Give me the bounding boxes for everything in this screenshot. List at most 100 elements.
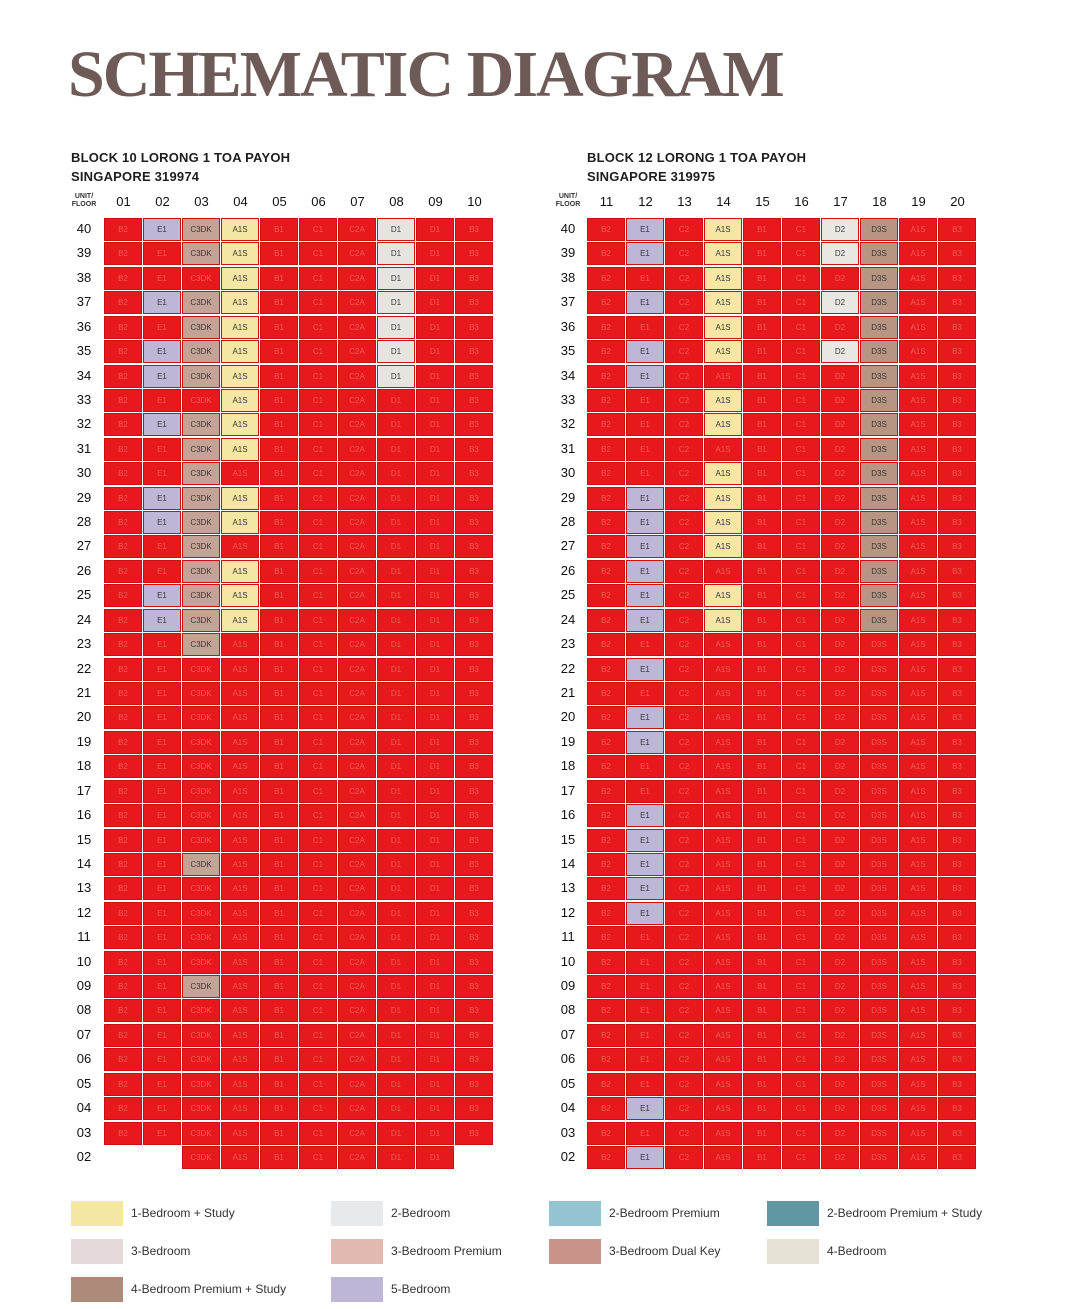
sold-unit-cell: B2 [104, 950, 142, 974]
sold-unit-cell: C1 [782, 437, 820, 461]
legend-label: 5-Bedroom [391, 1282, 451, 1296]
sold-unit-cell: A1S [704, 804, 742, 828]
sold-unit-cell: A1S [899, 681, 937, 705]
available-unit-cell: C3DK [182, 486, 220, 510]
sold-unit-cell: D1 [377, 1023, 415, 1047]
sold-unit-cell: B2 [587, 535, 625, 559]
sold-unit-cell: C1 [299, 828, 337, 852]
sold-unit-cell: C1 [299, 388, 337, 412]
sold-unit-cell: B2 [587, 1072, 625, 1096]
floor-label: 11 [561, 929, 575, 945]
block-10-panel: BLOCK 10 LORONG 1 TOA PAYOH SINGAPORE 31… [71, 148, 493, 1169]
sold-unit-cell: B2 [587, 266, 625, 290]
block-postal-code: SINGAPORE 319975 [587, 169, 716, 184]
sold-unit-cell: C2 [665, 315, 703, 339]
sold-unit-cell: D1 [377, 926, 415, 950]
sold-unit-cell: C2 [665, 218, 703, 241]
sold-unit-cell: D1 [416, 633, 454, 657]
sold-unit-cell: D1 [416, 804, 454, 828]
sold-unit-cell: A1S [704, 1048, 742, 1072]
legend-label: 3-Bedroom [131, 1244, 191, 1258]
sold-unit-cell: D1 [377, 486, 415, 510]
available-unit-cell: D3S [860, 413, 898, 437]
sold-unit-cell: D1 [416, 266, 454, 290]
available-unit-cell: D3S [860, 388, 898, 412]
sold-unit-cell: C1 [782, 486, 820, 510]
sold-unit-cell: C2A [338, 364, 376, 388]
sold-unit-cell: D2 [821, 657, 859, 681]
sold-unit-cell: D2 [821, 364, 859, 388]
available-unit-cell: D3S [860, 608, 898, 632]
sold-unit-cell: C1 [299, 486, 337, 510]
sold-unit-cell: B3 [938, 462, 976, 486]
sold-unit-cell: D3S [860, 852, 898, 876]
sold-unit-cell: C2A [338, 999, 376, 1023]
sold-unit-cell: B1 [260, 828, 298, 852]
sold-unit-cell: B3 [455, 291, 493, 315]
sold-unit-cell: C2 [665, 1023, 703, 1047]
floor-label: 30 [560, 465, 576, 481]
sold-unit-cell: B1 [743, 657, 781, 681]
sold-unit-cell: E1 [626, 633, 664, 657]
available-unit-cell: C3DK [182, 559, 220, 583]
sold-unit-cell: B2 [587, 291, 625, 315]
sold-unit-cell: A1S [704, 901, 742, 925]
sold-unit-cell: C1 [782, 218, 820, 241]
sold-unit-cell: B3 [938, 315, 976, 339]
sold-unit-cell: C1 [782, 1145, 820, 1169]
sold-unit-cell: E1 [626, 462, 664, 486]
sold-unit-cell: C1 [299, 950, 337, 974]
available-unit-cell: D3S [860, 291, 898, 315]
floor-label: 25 [560, 587, 576, 603]
floor-label: 14 [76, 855, 92, 871]
available-unit-cell: C3DK [182, 852, 220, 876]
sold-unit-cell: C1 [782, 901, 820, 925]
sold-unit-cell: D1 [416, 828, 454, 852]
sold-unit-cell: C1 [299, 975, 337, 999]
sold-unit-cell: D1 [377, 511, 415, 535]
sold-unit-cell: B2 [587, 706, 625, 730]
sold-unit-cell: B3 [938, 340, 976, 364]
sold-unit-cell: D1 [377, 657, 415, 681]
sold-unit-cell: D1 [377, 1097, 415, 1121]
available-unit-cell: A1S [704, 535, 742, 559]
sold-unit-cell: C1 [299, 535, 337, 559]
floor-label: 03 [560, 1124, 576, 1140]
sold-unit-cell: C1 [782, 315, 820, 339]
available-unit-cell: C3DK [182, 340, 220, 364]
sold-unit-cell: A1S [221, 633, 259, 657]
sold-unit-cell: C3DK [182, 1121, 220, 1145]
sold-unit-cell: D1 [377, 950, 415, 974]
sold-unit-cell: C1 [299, 584, 337, 608]
available-unit-cell: C3DK [182, 584, 220, 608]
sold-unit-cell: A1S [704, 1097, 742, 1121]
floor-label: 33 [76, 391, 92, 407]
sold-unit-cell: D2 [821, 828, 859, 852]
sold-unit-cell: A1S [899, 584, 937, 608]
sold-unit-cell: B2 [587, 681, 625, 705]
available-unit-cell: E1 [143, 218, 181, 241]
sold-unit-cell: A1S [899, 657, 937, 681]
available-unit-cell: E1 [143, 291, 181, 315]
sold-unit-cell: B1 [743, 242, 781, 266]
sold-unit-cell: C1 [782, 755, 820, 779]
sold-unit-cell: D2 [821, 1097, 859, 1121]
sold-unit-cell: C2 [665, 437, 703, 461]
sold-unit-cell: B1 [743, 1121, 781, 1145]
sold-unit-cell: B2 [104, 1072, 142, 1096]
sold-unit-cell: C2A [338, 852, 376, 876]
sold-unit-cell: D1 [416, 706, 454, 730]
sold-unit-cell: D1 [416, 413, 454, 437]
sold-unit-cell: D1 [416, 608, 454, 632]
sold-unit-cell: D2 [821, 681, 859, 705]
sold-unit-cell: C1 [299, 315, 337, 339]
sold-unit-cell: B2 [104, 388, 142, 412]
sold-unit-cell: C1 [782, 852, 820, 876]
sold-unit-cell: B1 [260, 755, 298, 779]
available-unit-cell: D2 [821, 340, 859, 364]
sold-unit-cell: A1S [704, 559, 742, 583]
sold-unit-cell: D3S [860, 779, 898, 803]
sold-unit-cell: C2A [338, 1023, 376, 1047]
sold-unit-cell: C1 [299, 266, 337, 290]
sold-unit-cell: C2A [338, 584, 376, 608]
